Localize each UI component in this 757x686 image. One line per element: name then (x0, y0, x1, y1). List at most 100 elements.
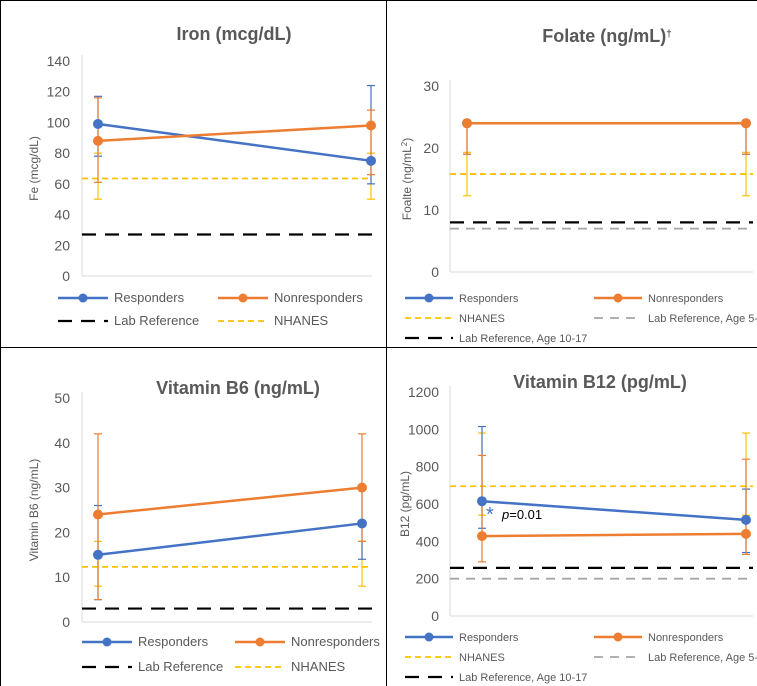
data-point (366, 120, 376, 131)
legend-label: Nonresponders (648, 632, 724, 644)
y-tick-label: 20 (54, 237, 70, 253)
legend-label: Lab Reference, Age 5-9 (648, 313, 757, 325)
data-point (93, 509, 103, 520)
legend-label: Responders (459, 293, 519, 305)
legend-item: Lab Reference, Age 5-9 (594, 313, 757, 325)
data-point (741, 118, 751, 129)
chart-title: Folate (ng/mL)† (542, 26, 672, 46)
y-tick-label: 20 (423, 140, 439, 156)
y-tick-label: 1200 (408, 384, 439, 400)
chart-folate: Folate (ng/mL)† Foalte (ng/mL2) 0 10 20 30 Res… (400, 26, 757, 345)
y-tick-label: 140 (47, 53, 71, 69)
y-tick-label: 600 (416, 496, 440, 512)
series-line (97, 124, 372, 143)
data-point (366, 155, 376, 166)
p-value-number: =0.01 (509, 507, 542, 522)
chart-panel-iron: Iron (mcg/dL) Fe (mcg/dL) 0 20 40 60 80 100 120 1… (0, 0, 386, 347)
legend-label: Lab Reference, Age 5-9 (648, 652, 757, 664)
y-tick-label: 30 (423, 78, 439, 94)
legend-label: NHANES (291, 659, 346, 674)
legend-item: Nonresponders (594, 293, 724, 305)
legend-item: NHANES (235, 659, 346, 674)
series-line (481, 532, 747, 538)
data-point (93, 549, 103, 560)
legend-item: Nonresponders (594, 632, 724, 644)
legend-key-marker (78, 293, 88, 303)
data-point (93, 135, 103, 146)
y-tick-label: 30 (54, 480, 70, 496)
y-tick-label: 800 (416, 459, 440, 475)
y-tick-label: 200 (416, 571, 440, 587)
legend-label: Nonresponders (274, 290, 363, 305)
legend-item: Responders (405, 632, 519, 644)
p-value-p: p (501, 507, 509, 522)
y-axis-label: B12 (pg/mL) (398, 471, 412, 537)
y-tick-label: 0 (62, 268, 70, 284)
y-axis-label: Foalte (ng/mL2) (400, 138, 415, 221)
y-tick-label: 60 (54, 176, 70, 192)
legend-label: Lab Reference (114, 313, 199, 328)
legend-label: Nonresponders (648, 293, 724, 305)
divider-vertical (386, 0, 387, 686)
legend-label: NHANES (459, 652, 505, 664)
legend-label: NHANES (274, 313, 329, 328)
legend-item: Lab Reference (82, 659, 223, 674)
legend-item: NHANES (405, 313, 505, 325)
data-point (741, 528, 751, 539)
legend-key-marker (102, 637, 112, 647)
significance-marker: * (486, 504, 494, 526)
legend-key-marker (613, 632, 623, 642)
y-tick-label: 40 (54, 435, 70, 451)
legend-key-marker (255, 637, 265, 647)
legend-label: Responders (459, 632, 519, 644)
data-point (357, 518, 367, 529)
chart-vitamin-b12: Vitamin B12 (pg/mL) B12 (pg/mL) 0 200 400 600… (398, 372, 757, 684)
legend-key-marker (238, 293, 248, 303)
border-left (0, 0, 1, 686)
y-tick-label: 0 (62, 614, 70, 630)
series-line (481, 499, 747, 522)
chart-vitamin-b6: Vitamin B6 (ng/mL) Vitamin B6 (ng/mL) 0 10 2… (27, 378, 380, 674)
chart-title: Vitamin B6 (ng/mL) (156, 378, 320, 398)
chart-iron: Iron (mcg/dL) Fe (mcg/dL) 0 20 40 60 80 100 120 1… (27, 24, 376, 328)
legend-item: NHANES (405, 652, 505, 664)
data-point (93, 118, 103, 129)
legend-label: Nonresponders (291, 634, 380, 649)
divider-horizontal (0, 347, 757, 348)
data-point (357, 482, 367, 493)
legend-item: Lab Reference, Age 10-17 (405, 672, 587, 684)
legend-item: Lab Reference, Age 5-9 (594, 652, 757, 664)
legend-key-marker (424, 293, 434, 303)
legend-item: NHANES (218, 313, 329, 328)
y-tick-label: 0 (431, 264, 439, 280)
legend-item: Lab Reference (58, 313, 199, 328)
chart-title: Vitamin B12 (pg/mL) (513, 372, 687, 392)
series-line (97, 122, 372, 163)
y-tick-label: 10 (423, 202, 439, 218)
legend-key-marker (613, 293, 623, 303)
legend-item: Nonresponders (218, 290, 363, 305)
data-point (462, 118, 472, 129)
data-point (477, 531, 487, 542)
y-tick-label: 80 (54, 145, 70, 161)
chart-panel-vitamin-b12: Vitamin B12 (pg/mL) B12 (pg/mL) 0 200 400 600… (387, 348, 757, 686)
data-point (477, 496, 487, 507)
y-tick-label: 0 (431, 608, 439, 624)
chart-panel-folate: Folate (ng/mL)† Foalte (ng/mL2) 0 10 20 30 Res… (387, 0, 757, 347)
legend-label: Lab Reference (138, 659, 223, 674)
legend-item: Responders (82, 634, 209, 649)
series-line (97, 522, 363, 557)
legend-label: Responders (114, 290, 185, 305)
y-tick-label: 1000 (408, 421, 439, 437)
legend-label: Lab Reference, Age 10-17 (459, 333, 587, 345)
legend-key-marker (424, 632, 434, 642)
legend-item: Lab Reference, Age 10-17 (405, 333, 587, 345)
p-value-label: p=0.01 (501, 507, 542, 522)
y-tick-label: 100 (47, 114, 71, 130)
legend-item: Responders (405, 293, 519, 305)
chart-panel-vitamin-b6: Vitamin B6 (ng/mL) Vitamin B6 (ng/mL) 0 10 2… (0, 348, 386, 686)
y-tick-label: 120 (47, 84, 71, 100)
y-tick-label: 10 (54, 569, 70, 585)
legend-label: Lab Reference, Age 10-17 (459, 672, 587, 684)
y-tick-label: 400 (416, 533, 440, 549)
